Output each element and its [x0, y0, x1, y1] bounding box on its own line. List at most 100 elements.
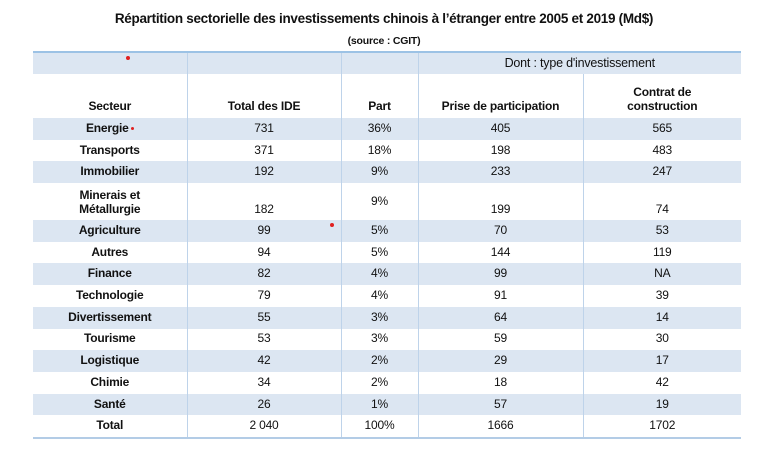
cell-part: 100%: [341, 415, 419, 438]
cell-prise: 18: [418, 371, 584, 394]
group-header-spacer: [341, 52, 419, 74]
table-row-transports: Transports 371 18% 198 483: [33, 139, 741, 162]
cell-prise: 199: [418, 183, 584, 221]
cell-total-ide: 99: [187, 220, 342, 242]
cell-total-ide: 42: [187, 350, 342, 372]
cell-secteur: Technologie: [33, 285, 188, 307]
cell-total-ide: 79: [187, 285, 342, 307]
cell-secteur: Chimie: [33, 371, 188, 394]
cell-part: 9%: [341, 183, 419, 221]
table-row-tourisme: Tourisme 53 3% 59 30: [33, 328, 741, 351]
footnote-dot-icon: [126, 56, 130, 60]
cell-prise: 59: [418, 328, 584, 351]
cell-contrat: 39: [655, 288, 669, 303]
cell-secteur: Tourisme: [33, 328, 188, 351]
cell-secteur: Logistique: [33, 350, 188, 372]
cell-total-ide: 82: [187, 263, 342, 286]
cell-part: 4%: [341, 285, 419, 307]
cell-prise: 144: [418, 241, 584, 264]
cell-prise: 29: [418, 350, 584, 372]
footnote-dot-icon: [130, 126, 134, 130]
cell-contrat: 30: [655, 331, 669, 346]
cell-part: 9%: [341, 161, 419, 184]
cell-total-ide: 192: [187, 161, 342, 184]
col-header-secteur: Secteur: [33, 74, 188, 118]
table-row-minerais: Minerais et Métallurgie 182 9% 199 74: [33, 183, 741, 221]
cell-part: 2%: [341, 350, 419, 372]
column-header-row: Secteur Total des IDE Part Prise de part…: [33, 74, 741, 118]
cell-contrat: 247: [583, 161, 741, 184]
group-header-spacer: [187, 52, 342, 74]
cell-total-ide: 731: [187, 118, 342, 140]
page-title: Répartition sectorielle des investisseme…: [114, 11, 654, 26]
table-row-immobilier: Immobilier 192 9% 233 247: [33, 161, 741, 184]
cell-part: 3%: [341, 306, 419, 329]
cell-prise: 91: [418, 285, 584, 307]
cell-contrat: 19: [583, 393, 741, 416]
table-row-divertissement: Divertissement 55 3% 64 14: [33, 306, 741, 329]
cell-part: 3%: [341, 328, 419, 351]
group-header-label: Dont : type d'investissement: [418, 52, 741, 74]
cell-contrat: 17: [583, 350, 741, 372]
col-header-contrat: Contrat de construction: [627, 85, 698, 114]
cell-contrat: 53: [583, 220, 741, 242]
cell-part: 2%: [341, 371, 419, 394]
cell-total-ide: 94: [187, 241, 342, 264]
cell-prise: 1666: [418, 415, 584, 438]
cell-secteur: Immobilier: [33, 161, 188, 184]
table-row-finance: Finance 82 4% 99 NA: [33, 263, 741, 286]
cell-part: 5%: [341, 220, 419, 242]
cell-contrat: 483: [652, 142, 673, 157]
group-header-row: Dont : type d'investissement: [33, 52, 741, 74]
table-row-autres: Autres 94 5% 144 119: [33, 241, 741, 264]
investments-table: Dont : type d'investissement Secteur Tot…: [33, 51, 741, 439]
cell-contrat: 42: [655, 374, 669, 389]
cell-prise: 70: [418, 220, 584, 242]
table-row-logistique: Logistique 42 2% 29 17: [33, 350, 741, 372]
cell-secteur: Total: [33, 415, 188, 438]
group-header-spacer: [33, 52, 188, 74]
cell-total-ide: 34: [187, 371, 342, 394]
cell-secteur: Divertissement: [33, 306, 188, 329]
table-row-total: Total 2 040 100% 1666 1702: [33, 415, 741, 438]
cell-part: 4%: [341, 263, 419, 286]
cell-part: 5%: [341, 241, 419, 264]
footnote-dot-icon: [330, 223, 334, 227]
cell-secteur-label: Energie: [85, 120, 129, 135]
cell-contrat: 565: [583, 118, 741, 140]
cell-prise: 64: [418, 306, 584, 329]
cell-prise: 233: [418, 161, 584, 184]
col-header-prise: Prise de participation: [418, 74, 584, 118]
cell-secteur: Santé: [33, 393, 188, 416]
cell-secteur: Finance: [33, 263, 188, 286]
cell-total-ide: 53: [187, 328, 342, 351]
cell-prise: 99: [418, 263, 584, 286]
cell-prise: 405: [418, 118, 584, 140]
cell-total-ide: 55: [187, 306, 342, 329]
cell-total-ide: 2 040: [187, 415, 342, 438]
cell-contrat: 119: [652, 244, 672, 259]
investments-table-wrap: Dont : type d'investissement Secteur Tot…: [33, 51, 741, 439]
cell-secteur: Minerais et Métallurgie: [33, 183, 188, 221]
cell-part: 18%: [341, 139, 419, 162]
cell-prise: 57: [418, 393, 584, 416]
cell-secteur: Agriculture: [33, 220, 188, 242]
table-row-sante: Santé 26 1% 57 19: [33, 393, 741, 416]
table-row-chimie: Chimie 34 2% 18 42: [33, 371, 741, 394]
cell-total-ide: 26: [187, 393, 342, 416]
cell-part: 1%: [341, 393, 419, 416]
cell-contrat: NA: [583, 263, 741, 286]
cell-contrat: 14: [583, 306, 741, 329]
table-row-technologie: Technologie 79 4% 91 39: [33, 285, 741, 307]
cell-prise: 198: [418, 139, 584, 162]
cell-secteur: Autres: [33, 241, 188, 264]
cell-total-ide: 371: [187, 139, 342, 162]
col-header-total-ide: Total des IDE: [187, 74, 342, 118]
cell-secteur: Energie: [33, 118, 188, 140]
table-row-agriculture: Agriculture 99 5% 70 53: [33, 220, 741, 242]
cell-total-ide: 182: [187, 183, 342, 221]
cell-contrat: 1702: [649, 418, 676, 433]
col-header-part: Part: [341, 74, 419, 118]
cell-secteur: Transports: [33, 139, 188, 162]
